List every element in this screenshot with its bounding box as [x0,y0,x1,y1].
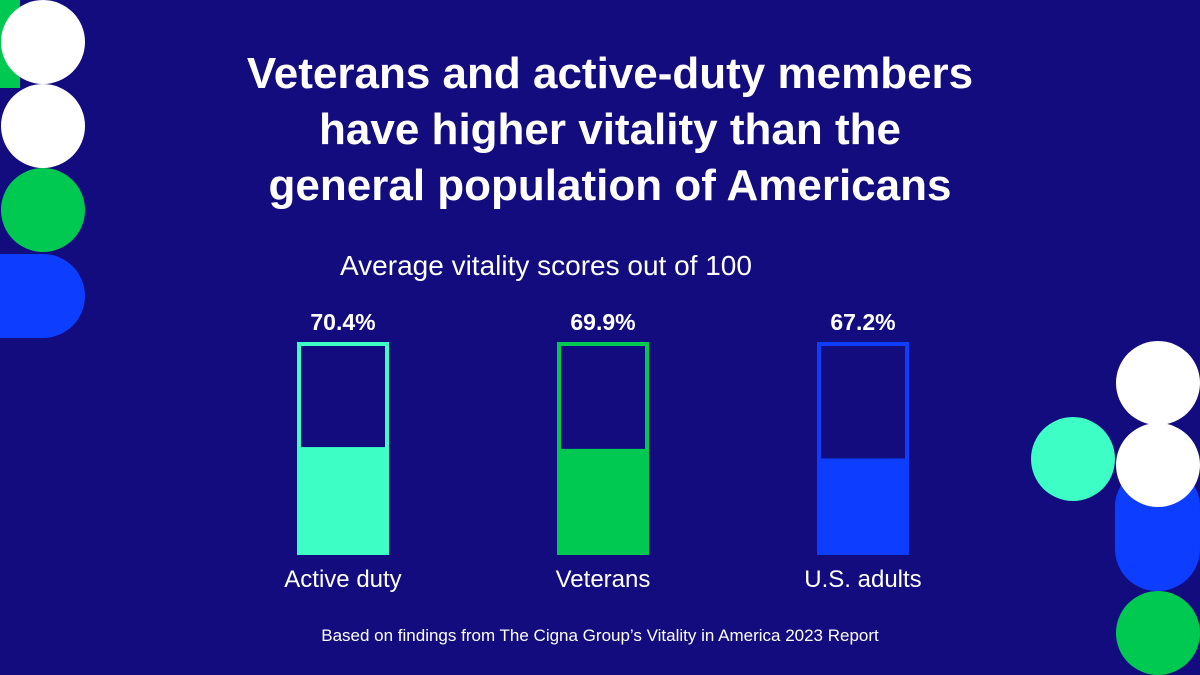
decorative-shapes-left [0,0,85,338]
decorative-shapes-right [1031,341,1200,675]
deco-circle-white [1116,341,1200,425]
source-footnote: Based on findings from The Cigna Group’s… [321,626,879,645]
chart-title: Veterans and active-duty members have hi… [150,46,1070,214]
deco-circle-green [1116,591,1200,675]
category-label-3: U.S. adults [804,566,921,593]
deco-circle-white [1,84,85,168]
category-label-2: Veterans [556,566,651,593]
deco-circle-green [1,168,85,252]
category-label-1: Active duty [284,566,401,593]
bar-fill-3 [817,458,909,555]
bar-frame-2 [557,342,649,555]
chart-subtitle: Average vitality scores out of 100 [340,250,752,281]
bar-frame-1 [297,342,389,555]
deco-circle-white [1,0,85,84]
deco-pill-blue [0,254,85,338]
data-label-3: 67.2% [830,309,895,335]
title-line-3: general population of Americans [268,161,952,210]
data-label-2: 69.9% [570,309,635,335]
title-line-1: Veterans and active-duty members [246,49,974,98]
title-line-2: have higher vitality than the [319,105,901,154]
data-label-1: 70.4% [310,309,375,335]
bar-fill-2 [557,448,649,555]
deco-circle-mint [1031,417,1115,501]
bar-fill-1 [297,447,389,555]
bar-frame-3 [817,342,909,555]
bar-chart: 70.4% Active duty 69.9% Veterans 67.2% U.S. a… [284,309,921,593]
deco-circle-white [1116,423,1200,507]
